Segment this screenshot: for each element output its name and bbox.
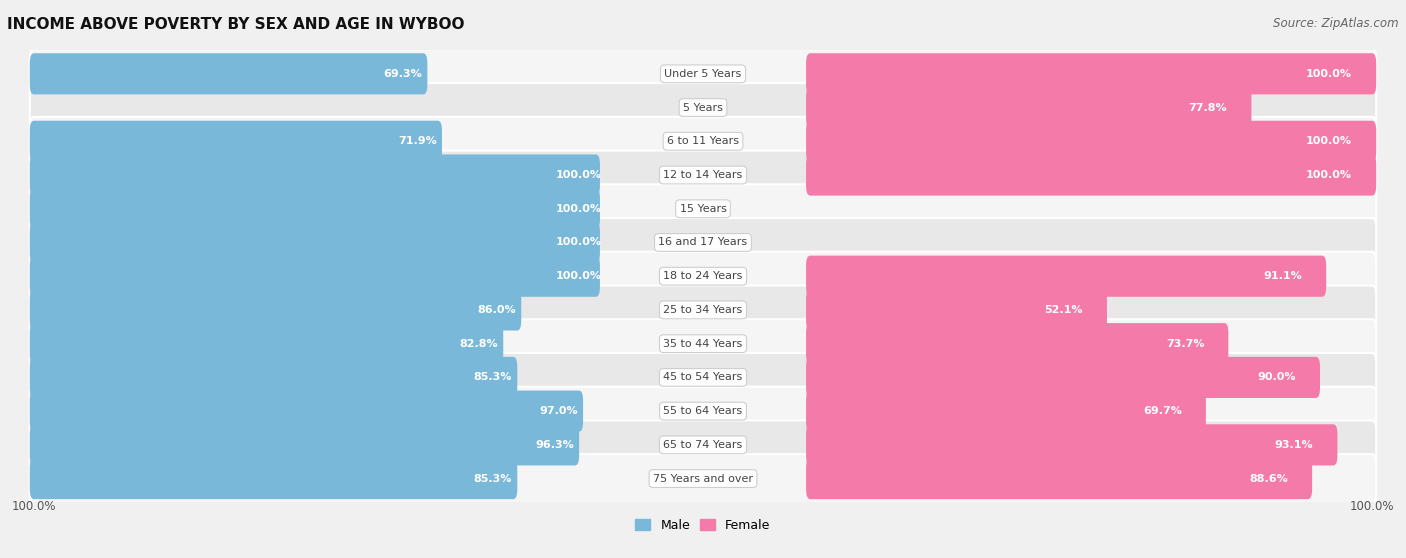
FancyBboxPatch shape [806, 290, 1107, 330]
Text: 65 to 74 Years: 65 to 74 Years [664, 440, 742, 450]
Text: 85.3%: 85.3% [474, 372, 512, 382]
Text: 100.0%: 100.0% [555, 238, 602, 248]
FancyBboxPatch shape [30, 83, 1376, 132]
FancyBboxPatch shape [806, 256, 1326, 297]
Text: 6 to 11 Years: 6 to 11 Years [666, 136, 740, 146]
FancyBboxPatch shape [30, 319, 1376, 368]
FancyBboxPatch shape [30, 391, 583, 432]
FancyBboxPatch shape [30, 357, 517, 398]
Text: 73.7%: 73.7% [1166, 339, 1205, 349]
FancyBboxPatch shape [30, 420, 1376, 469]
Text: 35 to 44 Years: 35 to 44 Years [664, 339, 742, 349]
FancyBboxPatch shape [30, 218, 1376, 267]
Text: 93.1%: 93.1% [1275, 440, 1313, 450]
FancyBboxPatch shape [30, 155, 600, 196]
Text: Source: ZipAtlas.com: Source: ZipAtlas.com [1274, 17, 1399, 30]
Text: 82.8%: 82.8% [460, 339, 498, 349]
Text: 100.0%: 100.0% [1306, 69, 1353, 79]
Text: 96.3%: 96.3% [534, 440, 574, 450]
FancyBboxPatch shape [30, 286, 1376, 334]
FancyBboxPatch shape [30, 256, 600, 297]
FancyBboxPatch shape [30, 290, 522, 330]
Text: 75 Years and over: 75 Years and over [652, 474, 754, 484]
Legend: Male, Female: Male, Female [630, 513, 776, 537]
FancyBboxPatch shape [30, 222, 600, 263]
Text: 100.0%: 100.0% [555, 204, 602, 214]
FancyBboxPatch shape [30, 353, 1376, 402]
Text: 91.1%: 91.1% [1264, 271, 1302, 281]
Text: 90.0%: 90.0% [1257, 372, 1296, 382]
FancyBboxPatch shape [806, 424, 1337, 465]
Text: 100.0%: 100.0% [1306, 136, 1353, 146]
Text: INCOME ABOVE POVERTY BY SEX AND AGE IN WYBOO: INCOME ABOVE POVERTY BY SEX AND AGE IN W… [7, 17, 464, 32]
Text: Under 5 Years: Under 5 Years [665, 69, 741, 79]
FancyBboxPatch shape [30, 188, 600, 229]
FancyBboxPatch shape [30, 184, 1376, 233]
Text: 5 Years: 5 Years [683, 103, 723, 113]
FancyBboxPatch shape [806, 155, 1376, 196]
FancyBboxPatch shape [30, 252, 1376, 301]
FancyBboxPatch shape [30, 454, 1376, 503]
FancyBboxPatch shape [30, 121, 441, 162]
FancyBboxPatch shape [30, 387, 1376, 436]
Text: 71.9%: 71.9% [398, 136, 437, 146]
FancyBboxPatch shape [806, 87, 1251, 128]
Text: 69.7%: 69.7% [1143, 406, 1182, 416]
FancyBboxPatch shape [30, 53, 427, 94]
Text: 97.0%: 97.0% [538, 406, 578, 416]
FancyBboxPatch shape [806, 357, 1320, 398]
Text: 12 to 14 Years: 12 to 14 Years [664, 170, 742, 180]
FancyBboxPatch shape [806, 121, 1376, 162]
Text: 69.3%: 69.3% [384, 69, 422, 79]
Text: 55 to 64 Years: 55 to 64 Years [664, 406, 742, 416]
Text: 52.1%: 52.1% [1045, 305, 1083, 315]
Text: 18 to 24 Years: 18 to 24 Years [664, 271, 742, 281]
Text: 100.0%: 100.0% [555, 271, 602, 281]
FancyBboxPatch shape [30, 151, 1376, 199]
FancyBboxPatch shape [30, 49, 1376, 98]
FancyBboxPatch shape [806, 53, 1376, 94]
Text: 45 to 54 Years: 45 to 54 Years [664, 372, 742, 382]
FancyBboxPatch shape [30, 323, 503, 364]
Text: 86.0%: 86.0% [477, 305, 516, 315]
Text: 88.6%: 88.6% [1250, 474, 1288, 484]
Text: 16 and 17 Years: 16 and 17 Years [658, 238, 748, 248]
FancyBboxPatch shape [806, 391, 1206, 432]
FancyBboxPatch shape [806, 323, 1229, 364]
Text: 77.8%: 77.8% [1188, 103, 1227, 113]
Text: 25 to 34 Years: 25 to 34 Years [664, 305, 742, 315]
FancyBboxPatch shape [806, 458, 1312, 499]
Text: 100.0%: 100.0% [1306, 170, 1353, 180]
FancyBboxPatch shape [30, 117, 1376, 166]
Text: 15 Years: 15 Years [679, 204, 727, 214]
Text: 85.3%: 85.3% [474, 474, 512, 484]
FancyBboxPatch shape [30, 458, 517, 499]
FancyBboxPatch shape [30, 424, 579, 465]
Text: 100.0%: 100.0% [11, 499, 56, 512]
Text: 100.0%: 100.0% [555, 170, 602, 180]
Text: 100.0%: 100.0% [1350, 499, 1395, 512]
